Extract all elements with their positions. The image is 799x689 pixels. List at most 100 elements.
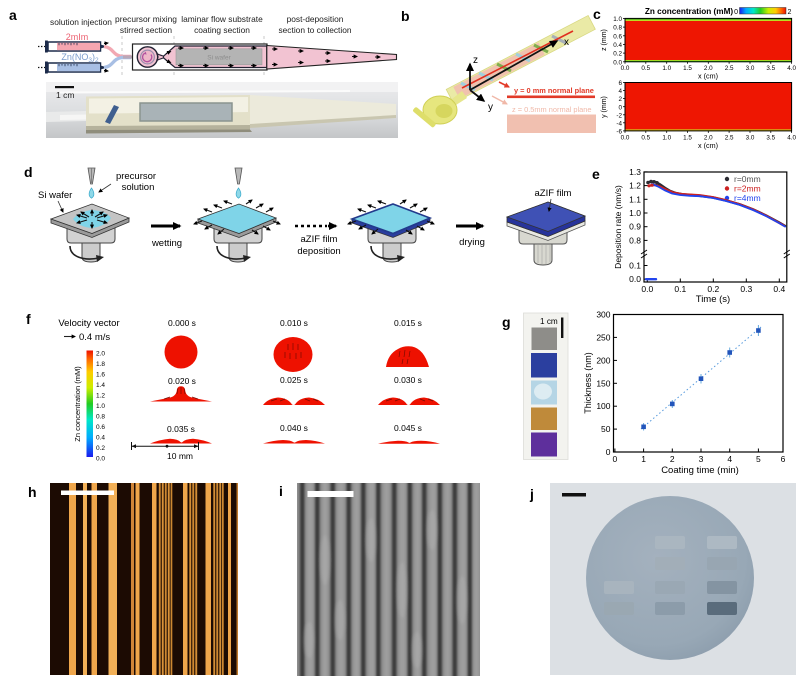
svg-text:2mIm: 2mIm <box>66 32 89 42</box>
svg-text:0.8: 0.8 <box>629 235 641 245</box>
svg-text:x: x <box>564 37 569 48</box>
svg-text:6: 6 <box>618 80 622 87</box>
svg-text:4.0: 4.0 <box>787 135 796 142</box>
svg-text:solution injection: solution injection <box>50 17 112 27</box>
svg-text:0: 0 <box>613 454 618 464</box>
svg-text:x (cm): x (cm) <box>698 72 718 81</box>
svg-text:1 cm: 1 cm <box>56 90 74 100</box>
svg-text:laminar flow substrate: laminar flow substrate <box>181 14 263 24</box>
svg-text:300: 300 <box>596 310 610 320</box>
svg-text:0.045 s: 0.045 s <box>394 423 422 433</box>
svg-text:Deposition rate (nm/s): Deposition rate (nm/s) <box>613 185 623 269</box>
svg-text:4.0: 4.0 <box>787 65 796 72</box>
svg-text:2.0: 2.0 <box>704 135 713 142</box>
svg-text:z (mm): z (mm) <box>601 29 608 51</box>
svg-text:d: d <box>24 164 33 180</box>
svg-text:2.5: 2.5 <box>725 135 734 142</box>
svg-text:wetting: wetting <box>151 238 182 249</box>
svg-text:0.030 s: 0.030 s <box>394 375 422 385</box>
svg-text:h: h <box>28 484 37 500</box>
svg-text:0.5: 0.5 <box>641 135 650 142</box>
svg-text:0.2: 0.2 <box>96 445 105 452</box>
svg-text:f: f <box>26 311 31 327</box>
svg-text:0.1: 0.1 <box>629 261 641 271</box>
svg-text:1 cm: 1 cm <box>540 317 558 326</box>
svg-text:y = 0 mm normal plane: y = 0 mm normal plane <box>514 86 594 95</box>
svg-text:z: z <box>473 55 478 66</box>
svg-text:1.8: 1.8 <box>96 361 105 368</box>
svg-text:0.1: 0.1 <box>674 284 686 294</box>
svg-text:Zn concentration (mM): Zn concentration (mM) <box>645 7 734 16</box>
svg-text:0.0: 0.0 <box>96 456 105 463</box>
svg-text:c: c <box>593 6 601 22</box>
svg-text:0: 0 <box>734 9 738 16</box>
svg-text:1.5: 1.5 <box>683 135 692 142</box>
svg-text:0.4: 0.4 <box>773 284 785 294</box>
svg-text:0.025 s: 0.025 s <box>280 375 308 385</box>
svg-text:150: 150 <box>596 378 610 388</box>
svg-text:0.2: 0.2 <box>613 51 622 58</box>
svg-text:1: 1 <box>641 454 646 464</box>
svg-text:0.6: 0.6 <box>613 33 622 40</box>
svg-text:0.0: 0.0 <box>629 274 641 284</box>
svg-text:precursor mixing: precursor mixing <box>115 14 177 24</box>
svg-text:solution: solution <box>122 182 155 193</box>
svg-text:1.0: 1.0 <box>662 135 671 142</box>
svg-text:stirred section: stirred section <box>120 25 172 35</box>
svg-text:i: i <box>279 483 283 499</box>
svg-text:1.0: 1.0 <box>629 208 641 218</box>
svg-text:Si wafer: Si wafer <box>207 55 231 62</box>
svg-text:3.5: 3.5 <box>766 135 775 142</box>
svg-text:0.5: 0.5 <box>641 65 650 72</box>
svg-text:1.3: 1.3 <box>629 167 641 177</box>
svg-text:2: 2 <box>618 96 622 103</box>
svg-text:0.0: 0.0 <box>621 65 630 72</box>
svg-text:2: 2 <box>670 454 675 464</box>
svg-text:j: j <box>529 486 534 502</box>
svg-text:0.4: 0.4 <box>613 42 622 49</box>
svg-text:section to collection: section to collection <box>278 25 351 35</box>
svg-text:Velocity vector: Velocity vector <box>58 318 119 329</box>
svg-text:a: a <box>9 7 17 23</box>
svg-text:0.8: 0.8 <box>96 414 105 421</box>
svg-text:1.0: 1.0 <box>613 16 622 23</box>
svg-text:1.6: 1.6 <box>96 372 105 379</box>
svg-text:coating section: coating section <box>194 25 250 35</box>
svg-text:aZIF film: aZIF film <box>301 234 338 245</box>
svg-text:e: e <box>592 166 600 182</box>
svg-text:b: b <box>401 8 410 24</box>
svg-text:0.8: 0.8 <box>613 25 622 32</box>
svg-text:0.2: 0.2 <box>707 284 719 294</box>
svg-text:x (cm): x (cm) <box>698 141 718 150</box>
svg-text:z = 0.5mm normal plane: z = 0.5mm normal plane <box>512 105 592 114</box>
svg-text:r=0mm: r=0mm <box>734 174 761 184</box>
svg-text:y: y <box>488 102 493 113</box>
svg-text:post-deposition: post-deposition <box>287 14 344 24</box>
svg-text:3.0: 3.0 <box>746 135 755 142</box>
svg-text:2.0: 2.0 <box>704 65 713 72</box>
svg-text:0.015 s: 0.015 s <box>394 318 422 328</box>
svg-text:precursor: precursor <box>116 171 156 182</box>
svg-text:drying: drying <box>459 237 485 248</box>
svg-text:r=4mm: r=4mm <box>734 193 761 203</box>
svg-text:0.3: 0.3 <box>740 284 752 294</box>
svg-text:200: 200 <box>596 355 610 365</box>
svg-text:Coating time (min): Coating time (min) <box>661 465 739 476</box>
svg-text:1.4: 1.4 <box>96 382 105 389</box>
svg-text:3: 3 <box>699 454 704 464</box>
svg-text:0: 0 <box>618 104 622 111</box>
svg-text:1.0: 1.0 <box>662 65 671 72</box>
svg-text:Time (s): Time (s) <box>696 294 730 305</box>
svg-text:g: g <box>502 314 511 330</box>
svg-text:aZIF film: aZIF film <box>535 188 572 199</box>
svg-text:6: 6 <box>781 454 786 464</box>
svg-text:3.0: 3.0 <box>746 65 755 72</box>
svg-text:3.5: 3.5 <box>766 65 775 72</box>
svg-text:1.2: 1.2 <box>629 181 641 191</box>
svg-text:-2: -2 <box>616 112 622 119</box>
svg-text:1.2: 1.2 <box>96 393 105 400</box>
svg-text:4: 4 <box>618 88 622 95</box>
svg-text:Si wafer: Si wafer <box>38 190 72 201</box>
svg-text:0: 0 <box>606 447 611 457</box>
svg-text:0.9: 0.9 <box>629 222 641 232</box>
